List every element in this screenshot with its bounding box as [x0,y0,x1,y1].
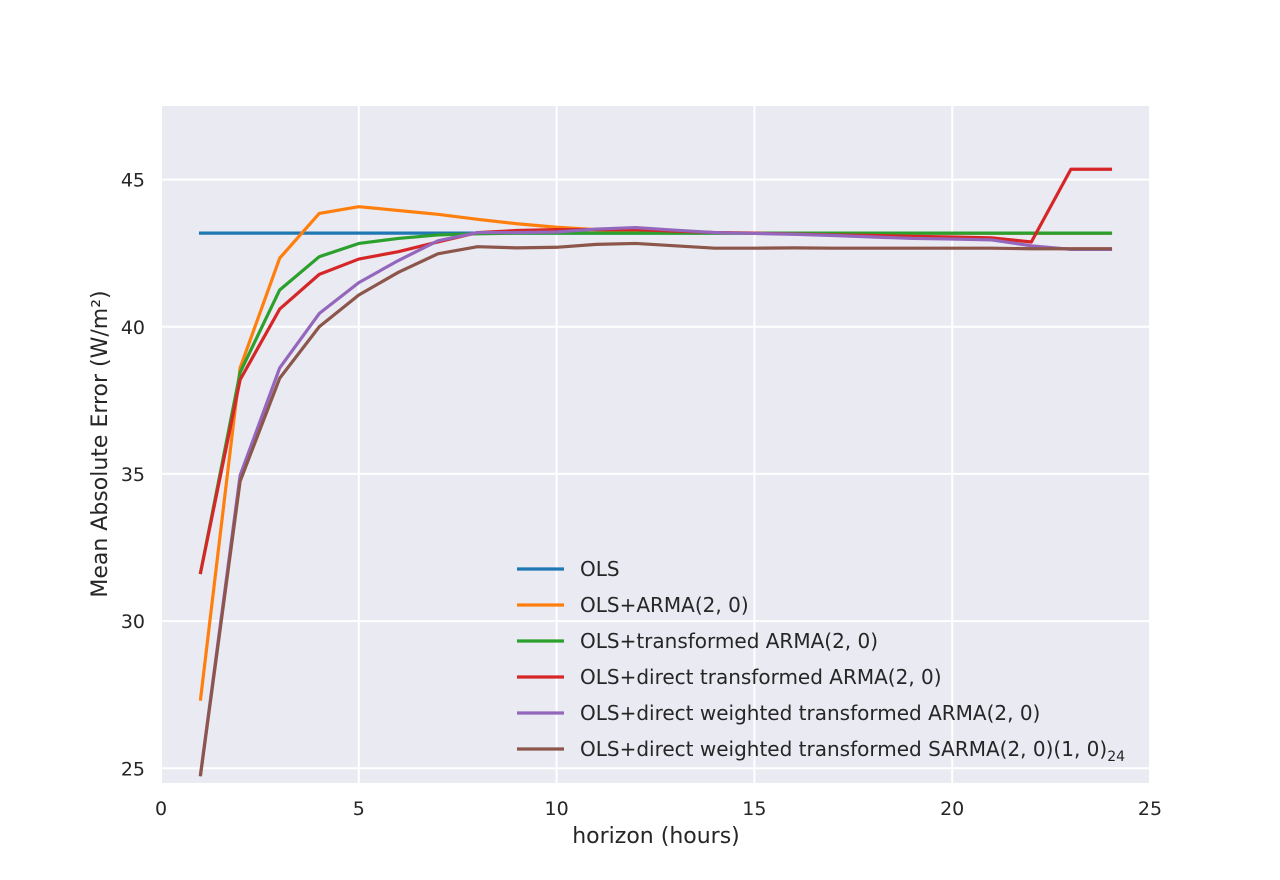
x-tick-label: 10 [545,798,569,820]
y-tick-label: 25 [121,758,145,780]
legend-entry-name: OLS+direct weighted transformed SARMA [580,737,1000,761]
legend-entry-suffix: (2, 0) [824,629,878,653]
x-tick-labels: 0 5 10 15 20 25 [155,798,1162,820]
legend-entry-name: OLS+direct transformed ARMA [580,665,888,689]
legend-entry-suffix: (2, 0)(1, 0) [1000,737,1108,761]
legend-entry: OLS+transformed ARMA(2, 0) [580,629,878,653]
legend-entry: OLS [580,557,620,581]
legend-entry-name: OLS+transformed ARMA [580,629,825,653]
x-tick-label: 15 [742,798,766,820]
y-tick-label: 30 [121,611,145,633]
legend-entry-suffix: (2, 0) [888,665,942,689]
y-tick-label: 45 [121,170,145,192]
x-axis-label: horizon (hours) [572,824,740,849]
legend-entry-name: OLS [580,557,620,581]
x-tick-label: 25 [1138,798,1162,820]
y-tick-labels: 25 30 35 40 45 [121,170,145,781]
x-tick-label: 0 [155,798,167,820]
y-axis-label: Mean Absolute Error (W/m²) [88,290,113,597]
legend-entry: OLS+ARMA(2, 0) [580,593,749,617]
legend-entry: OLS+direct transformed ARMA(2, 0) [580,665,942,689]
series-line-3 [198,231,1113,575]
series-line-5 [198,225,1113,776]
grid [160,106,1151,783]
y-tick-label: 35 [121,464,145,486]
series-line-6 [198,241,1113,777]
legend-entry-subscript: 24 [1107,749,1125,765]
series-lines [198,167,1113,777]
legend-entry-name: OLS+ARMA [580,593,695,617]
legend-entry: OLS+direct weighted transformed ARMA(2, … [580,701,1040,725]
legend-entry: OLS+direct weighted transformed SARMA(2,… [580,737,1125,765]
x-tick-label: 20 [940,798,964,820]
legend-entry-name: OLS+direct weighted transformed ARMA [580,701,987,725]
x-tick-label: 5 [353,798,365,820]
y-tick-label: 40 [121,317,145,339]
legend-entry-suffix: (2, 0) [695,593,749,617]
legend-entry-suffix: (2, 0) [987,701,1041,725]
plot-area [161,106,1150,783]
